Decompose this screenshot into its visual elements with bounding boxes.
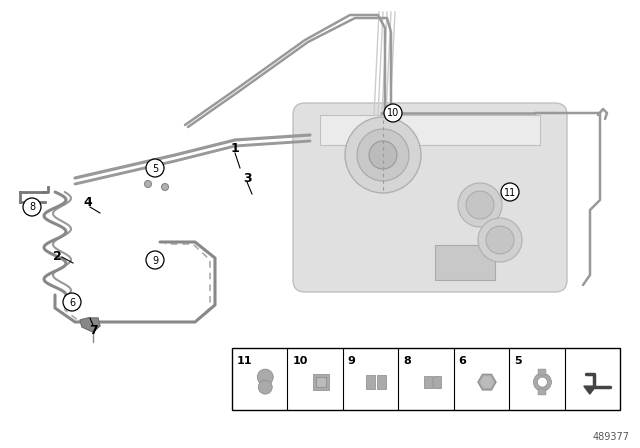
Text: 11: 11	[237, 356, 253, 366]
Text: 489377: 489377	[593, 432, 630, 442]
Text: 11: 11	[504, 188, 516, 198]
Bar	[433, 376, 440, 388]
Bar	[538, 369, 547, 375]
Text: 9: 9	[152, 255, 158, 266]
Polygon shape	[478, 375, 496, 390]
Bar	[366, 375, 375, 389]
Text: 7: 7	[88, 323, 97, 336]
Circle shape	[538, 377, 547, 387]
Circle shape	[146, 251, 164, 269]
Bar	[313, 374, 329, 390]
Circle shape	[145, 181, 152, 188]
Circle shape	[63, 293, 81, 311]
Bar	[232, 348, 620, 410]
Circle shape	[533, 373, 552, 391]
Text: 8: 8	[29, 202, 35, 212]
Text: 5: 5	[152, 164, 158, 173]
Circle shape	[501, 183, 519, 201]
Text: 10: 10	[292, 356, 308, 366]
Circle shape	[369, 141, 397, 169]
Polygon shape	[320, 115, 540, 145]
Text: 5: 5	[514, 356, 522, 366]
Circle shape	[161, 184, 168, 190]
Circle shape	[357, 129, 409, 181]
Bar	[377, 375, 386, 389]
Circle shape	[384, 104, 402, 122]
Circle shape	[259, 380, 272, 394]
Circle shape	[486, 226, 514, 254]
Text: 1: 1	[230, 142, 239, 155]
Text: 4: 4	[84, 195, 92, 208]
Text: 9: 9	[348, 356, 356, 366]
Polygon shape	[584, 386, 596, 394]
Text: 2: 2	[52, 250, 61, 263]
Circle shape	[23, 198, 41, 216]
Text: 6: 6	[69, 297, 75, 307]
Bar	[435, 245, 495, 280]
Text: 3: 3	[243, 172, 252, 185]
Text: 8: 8	[403, 356, 411, 366]
Text: 10: 10	[387, 108, 399, 119]
Bar	[316, 377, 326, 387]
Circle shape	[458, 183, 502, 227]
Circle shape	[345, 117, 421, 193]
Circle shape	[466, 191, 494, 219]
Bar	[424, 376, 431, 388]
Circle shape	[257, 369, 273, 385]
Circle shape	[478, 218, 522, 262]
Bar	[538, 389, 547, 395]
Polygon shape	[80, 318, 100, 332]
Circle shape	[146, 159, 164, 177]
FancyBboxPatch shape	[293, 103, 567, 292]
Text: 6: 6	[459, 356, 467, 366]
Polygon shape	[481, 377, 493, 388]
